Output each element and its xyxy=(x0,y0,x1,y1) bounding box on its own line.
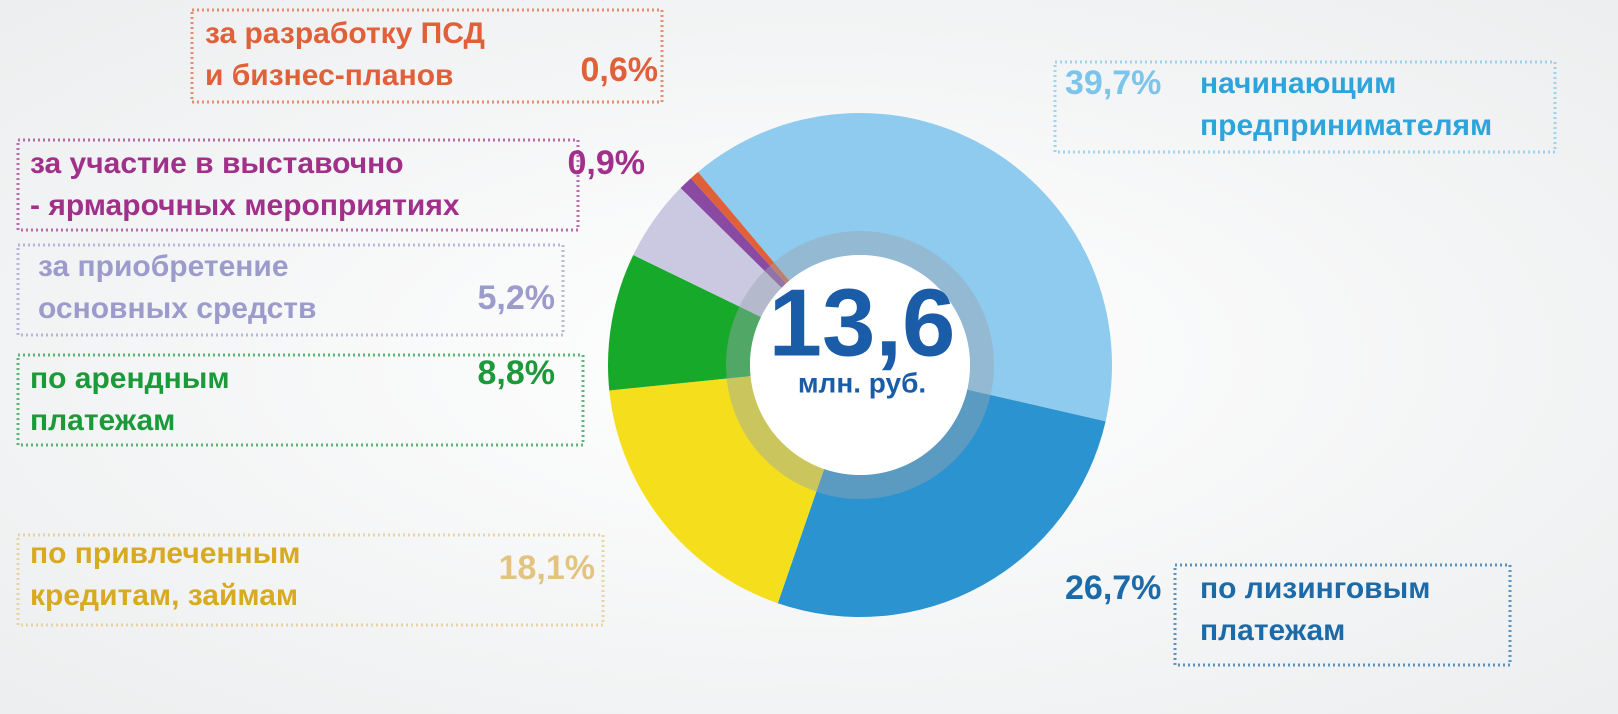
category-label: кредитам, займам xyxy=(30,579,298,612)
value-label: 26,7% xyxy=(1065,569,1161,607)
label-frame xyxy=(16,353,585,447)
center-value: 13,6 xyxy=(769,269,956,376)
category-label: платежам xyxy=(1200,614,1345,647)
labels: начинающим предпринимателям 39,7% по лизинг… xyxy=(16,8,1557,667)
label-frame xyxy=(190,8,664,104)
slice xyxy=(698,113,1112,422)
slice xyxy=(608,255,762,391)
category-label: по привлеченным xyxy=(30,537,300,570)
category-label: за приобретение xyxy=(38,250,289,283)
category-label: - ярмарочных мероприятиях xyxy=(30,189,460,222)
category-label: начинающим xyxy=(1200,67,1396,100)
label-frame xyxy=(16,138,580,232)
category-label: платежам xyxy=(30,404,175,437)
slice xyxy=(777,389,1106,617)
slice xyxy=(680,178,787,288)
category-label: основных средств xyxy=(38,292,316,325)
value-label: 5,2% xyxy=(478,279,556,317)
value-label: 0,9% xyxy=(568,144,646,182)
center-hole xyxy=(750,255,970,475)
category-label: предпринимателям xyxy=(1200,109,1492,142)
label-frame xyxy=(16,243,565,337)
value-label: 0,6% xyxy=(581,51,659,89)
donut xyxy=(608,113,1112,617)
category-label: по лизинговым xyxy=(1200,572,1430,605)
value-label: 39,7% xyxy=(1065,64,1161,102)
slice xyxy=(690,171,790,284)
value-label: 8,8% xyxy=(478,354,556,392)
label-frame xyxy=(16,533,605,627)
center-unit: млн. руб. xyxy=(798,367,926,398)
category-label: за разработку ПСД xyxy=(205,17,485,50)
label-frame xyxy=(1053,60,1557,154)
category-label: по арендным xyxy=(30,362,230,395)
slice xyxy=(609,376,825,604)
value-label: 18,1% xyxy=(499,549,595,587)
category-label: и бизнес-планов xyxy=(205,59,454,92)
slice xyxy=(633,188,782,317)
inner-ring xyxy=(726,231,994,499)
label-frame xyxy=(1173,563,1512,667)
category-label: за участие в выставочно xyxy=(30,147,404,180)
